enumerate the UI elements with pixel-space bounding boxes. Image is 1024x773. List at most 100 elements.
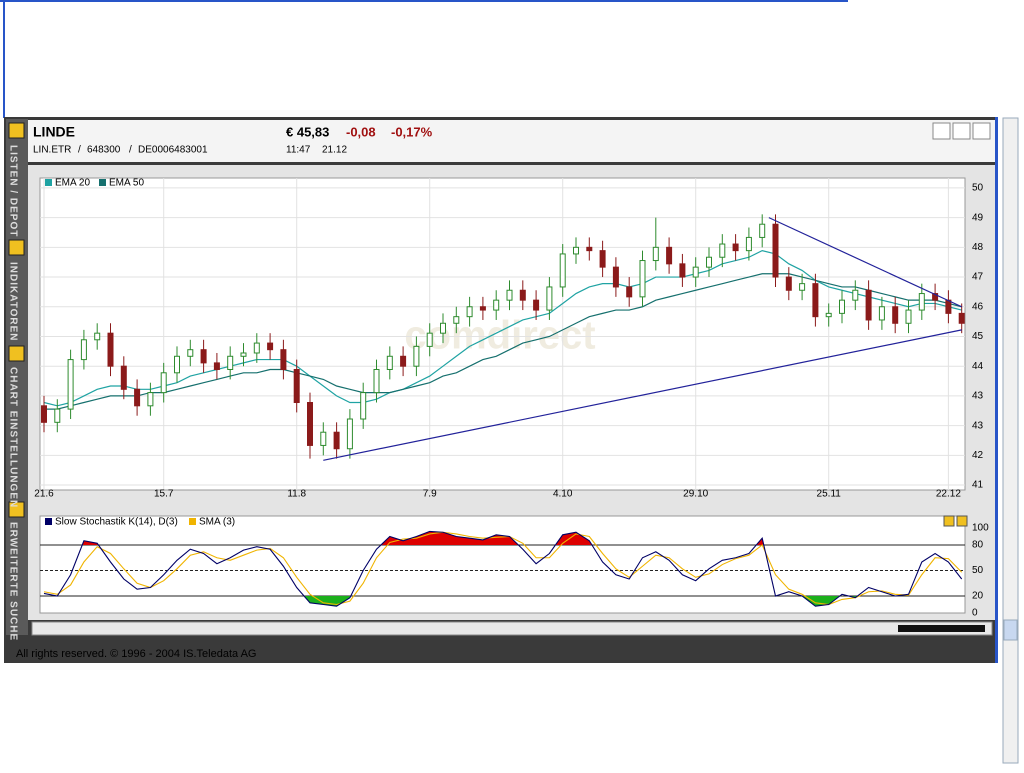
- candle-body: [346, 418, 353, 450]
- candle-body: [799, 283, 806, 291]
- candle-body: [706, 256, 712, 268]
- separator: /: [78, 145, 81, 156]
- legend-swatch: [99, 179, 106, 186]
- candle-body: [932, 293, 939, 301]
- sidebar-icon[interactable]: [8, 239, 25, 256]
- candle-body: [639, 260, 646, 298]
- y-tick-label: 46: [972, 301, 984, 312]
- y-tick-label: 48: [972, 242, 984, 253]
- candle-body: [253, 342, 260, 354]
- stock-id: DE0006483001: [138, 145, 208, 156]
- candle-body: [905, 309, 912, 324]
- candle-body: [453, 316, 460, 324]
- candle-body: [546, 286, 553, 311]
- candle-body: [373, 368, 380, 394]
- candle-body: [586, 246, 593, 252]
- sidebar-label[interactable]: INDIKATOREN: [7, 262, 18, 342]
- legend-label: EMA 20: [55, 178, 90, 189]
- y-tick-label: 44: [972, 361, 984, 372]
- y-tick-label: 45: [972, 331, 984, 342]
- sidebar-label[interactable]: LISTEN / DEPOT: [7, 145, 18, 237]
- candle-body: [506, 289, 513, 301]
- separator: /: [129, 145, 132, 156]
- candle-body: [652, 246, 659, 262]
- sidebar-icon[interactable]: [8, 345, 25, 362]
- x-tick-label: 29.10: [683, 489, 708, 500]
- stock-name: LINDE: [33, 124, 75, 140]
- stoch-line: [43, 530, 963, 607]
- candle-body: [772, 223, 779, 278]
- toolbar-button[interactable]: [932, 122, 951, 140]
- x-tick-label: 4.10: [553, 489, 573, 500]
- candle-body: [227, 355, 234, 370]
- panel-button[interactable]: [943, 515, 955, 527]
- sidebar-label[interactable]: ERWEITERTE SUCHE: [7, 522, 18, 641]
- y-tick-label: 0: [972, 608, 978, 619]
- price-plot: [39, 177, 966, 491]
- candle-body: [918, 293, 925, 311]
- date: 21.12: [322, 145, 347, 156]
- candle-body: [400, 355, 407, 367]
- trendline: [323, 329, 962, 461]
- candle-body: [612, 266, 619, 288]
- ema-line: [44, 273, 962, 410]
- x-tick-label: 22.12: [936, 489, 961, 500]
- candle-body: [745, 236, 752, 252]
- candle-body: [280, 349, 287, 370]
- candle-body: [94, 332, 101, 341]
- candle-body: [466, 306, 473, 318]
- watermark: comdirect: [404, 314, 595, 358]
- candle-body: [573, 246, 579, 255]
- v-scrollbar[interactable]: [1002, 117, 1019, 764]
- y-tick-label: 49: [972, 212, 984, 223]
- y-tick-label: 80: [972, 540, 984, 551]
- y-tick-label: 20: [972, 591, 984, 602]
- candle-body: [759, 223, 766, 238]
- v-scrollbar-thumb[interactable]: [1003, 619, 1018, 641]
- stock-id: LIN.ETR: [33, 145, 71, 156]
- sidebar-label[interactable]: CHART EINSTELLUNGEN: [7, 367, 18, 508]
- header-panel: [28, 120, 995, 162]
- candle-body: [839, 299, 845, 314]
- sidebar-icon[interactable]: [8, 501, 25, 518]
- candle-body: [213, 362, 220, 370]
- time: 11:47: [286, 145, 311, 156]
- candle-body: [107, 332, 114, 367]
- candle-body: [360, 392, 367, 420]
- x-tick-label: 21.6: [34, 489, 54, 500]
- h-scrollbar[interactable]: [31, 621, 993, 636]
- candle-body: [519, 289, 526, 301]
- candle-body: [719, 243, 726, 258]
- toolbar-button[interactable]: [952, 122, 971, 140]
- candle-body: [692, 266, 699, 278]
- change-pct: -0,17%: [391, 124, 433, 139]
- candle-body: [599, 250, 606, 268]
- y-tick-label: 50: [972, 183, 984, 194]
- candle-body: [945, 299, 952, 314]
- panel-button[interactable]: [956, 515, 968, 527]
- candle-body: [307, 402, 313, 446]
- footer: All rights reserved. © 1996 - 2004 IS.Te…: [16, 648, 256, 660]
- candle-body: [626, 286, 633, 298]
- candle-body: [320, 431, 327, 446]
- x-tick-label: 11.8: [287, 489, 306, 500]
- h-scrollbar-thumb[interactable]: [898, 625, 985, 632]
- sidebar-icon[interactable]: [8, 122, 25, 139]
- trendline: [768, 217, 962, 308]
- candle-body: [852, 289, 859, 301]
- candle-body: [54, 408, 61, 423]
- y-tick-label: 100: [972, 523, 989, 534]
- candle-body: [878, 306, 885, 321]
- stock-id: 648300: [87, 145, 121, 156]
- top-border: [0, 0, 848, 2]
- legend-swatch: [45, 179, 52, 186]
- toolbar-button[interactable]: [972, 122, 991, 140]
- left-border: [3, 0, 5, 118]
- x-tick-label: 25.11: [817, 489, 842, 500]
- candle-body: [413, 345, 420, 367]
- candle-body: [493, 299, 500, 311]
- y-tick-label: 41: [972, 480, 984, 491]
